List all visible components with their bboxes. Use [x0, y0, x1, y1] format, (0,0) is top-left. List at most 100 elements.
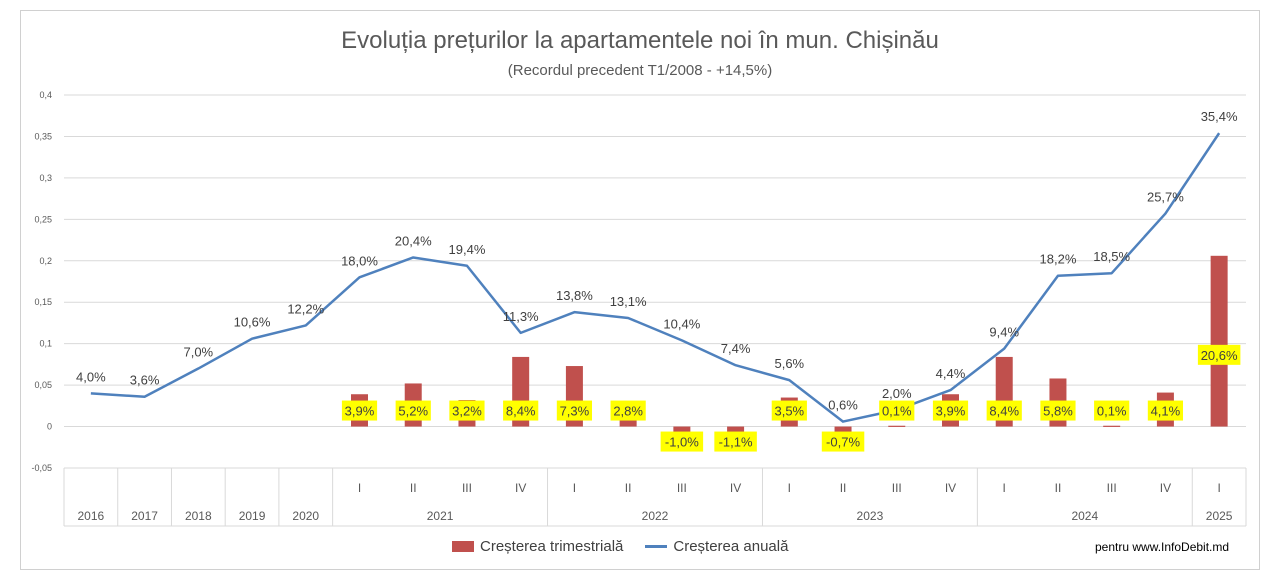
line-data-label: 11,3%: [503, 309, 539, 324]
bar-label-bg: [341, 400, 378, 421]
x-tick-label: II: [410, 481, 417, 495]
line-data-label: 35,4%: [1201, 109, 1238, 124]
legend-line-swatch: [645, 545, 668, 548]
x-group-label: 2017: [131, 509, 158, 523]
line-data-label: 4,0%: [76, 369, 106, 384]
x-tick-label: I: [788, 481, 791, 495]
bar-data-label: 2,8%: [613, 404, 643, 419]
bar-label-bg: [1197, 344, 1241, 365]
x-tick-label: II: [1055, 481, 1062, 495]
x-group-label: 2016: [78, 509, 105, 523]
line-data-label: 7,4%: [721, 341, 751, 356]
line-data-label: 10,6%: [234, 315, 271, 330]
line-data-label: 18,0%: [341, 253, 378, 268]
x-tick-label: IV: [515, 481, 526, 495]
y-tick-label: 0: [47, 422, 52, 432]
x-group-label: 2024: [1071, 509, 1098, 523]
x-tick-label: I: [573, 481, 576, 495]
bar-label-bg: [1040, 400, 1076, 421]
bar-label-bg: [610, 400, 646, 421]
bar-label-bg: [1147, 400, 1184, 421]
bar-data-label: 3,5%: [774, 404, 804, 419]
x-tick-label: III: [892, 481, 902, 495]
x-group-label: 2021: [427, 509, 454, 523]
line-data-label: 25,7%: [1147, 190, 1184, 205]
x-group-label: 2018: [185, 509, 212, 523]
x-tick-label: IV: [945, 481, 956, 495]
y-tick-label: 0,35: [34, 131, 52, 141]
bar: [834, 426, 852, 433]
bar-data-label: 8,4%: [989, 404, 1019, 419]
legend-label-annual: Creșterea anuală: [673, 538, 789, 555]
chart-frame: [20, 10, 1260, 570]
line-data-label: 13,1%: [610, 294, 647, 309]
x-group-label: 2023: [857, 509, 884, 523]
bar-data-label: 5,8%: [1043, 404, 1073, 419]
bar: [1210, 255, 1228, 427]
x-tick-label: III: [462, 481, 472, 495]
x-group-label: 2025: [1206, 509, 1233, 523]
line-data-label: 10,4%: [663, 316, 700, 331]
bar-data-label: 0,1%: [882, 404, 912, 419]
x-tick-label: IV: [1160, 481, 1171, 495]
line-data-label: 2,0%: [882, 386, 912, 401]
x-tick-label: I: [358, 481, 361, 495]
chart-title: Evoluția prețurilor la apartamentele noi…: [341, 27, 939, 54]
line-data-label: 9,4%: [989, 325, 1019, 340]
bar-data-label: 20,6%: [1201, 348, 1238, 363]
y-tick-label: 0,3: [39, 173, 52, 183]
x-tick-label: III: [677, 481, 687, 495]
line-data-label: 0,6%: [828, 398, 858, 413]
bar-label-bg: [932, 400, 969, 421]
bar-label-bg: [986, 400, 1022, 421]
line-data-label: 3,6%: [130, 373, 160, 388]
bar-label-bg: [821, 431, 865, 452]
bar-label-bg: [556, 400, 593, 421]
line-data-label: 20,4%: [395, 233, 432, 248]
y-tick-label: 0,4: [39, 90, 52, 100]
bar-data-label: 4,1%: [1151, 404, 1181, 419]
x-tick-label: II: [625, 481, 632, 495]
x-group-label: 2022: [642, 509, 669, 523]
bar-data-label: -0,7%: [826, 435, 860, 450]
credit-text: pentru www.InfoDebit.md: [1095, 540, 1230, 554]
bar-data-label: -1,0%: [665, 435, 699, 450]
legend-bar-swatch: [452, 541, 474, 552]
bar-data-label: 5,2%: [398, 404, 428, 419]
bar-label-bg: [714, 431, 757, 452]
line-data-label: 12,2%: [287, 301, 324, 316]
x-group-label: 2019: [239, 509, 266, 523]
bar-data-label: 3,9%: [936, 404, 966, 419]
x-tick-label: III: [1107, 481, 1117, 495]
y-tick-label: 0,25: [34, 214, 52, 224]
bar-data-label: 8,4%: [506, 404, 536, 419]
bar-label-bg: [879, 400, 915, 421]
x-tick-label: I: [1003, 481, 1006, 495]
line-data-label: 13,8%: [556, 288, 593, 303]
x-tick-label: II: [840, 481, 847, 495]
line-data-label: 5,6%: [774, 356, 804, 371]
legend-item-quarterly: Creșterea trimestrială: [452, 538, 623, 555]
y-tick-label: 0,2: [39, 256, 52, 266]
bar-data-label: 3,2%: [452, 404, 482, 419]
x-tick-label: IV: [730, 481, 741, 495]
legend-label-quarterly: Creșterea trimestrială: [480, 538, 624, 555]
legend: Creșterea trimestrială Creșterea anuală: [452, 538, 810, 555]
bar-data-label: 3,9%: [345, 404, 375, 419]
bar: [1103, 425, 1121, 427]
bar-label-bg: [1094, 400, 1130, 421]
bar-data-label: 7,3%: [560, 404, 590, 419]
y-tick-label: 0,1: [39, 339, 52, 349]
y-tick-label: -0,05: [31, 463, 52, 473]
bar: [673, 426, 691, 435]
bar-data-label: 0,1%: [1097, 404, 1127, 419]
line-data-label: 7,0%: [183, 345, 213, 360]
line-data-label: 19,4%: [449, 242, 486, 257]
bar-label-bg: [771, 400, 807, 421]
bar-label-bg: [395, 400, 431, 421]
chart-subtitle: (Recordul precedent T1/2008 - +14,5%): [507, 62, 773, 79]
bar: [727, 426, 745, 436]
line-data-label: 18,5%: [1093, 249, 1130, 264]
x-tick-label: I: [1217, 481, 1220, 495]
